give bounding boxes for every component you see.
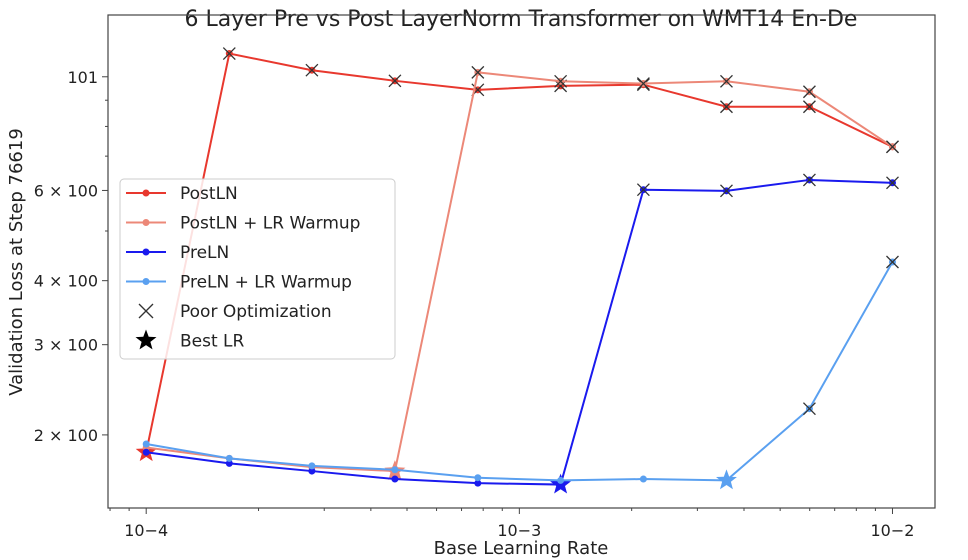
poor-optimization-marker (886, 176, 899, 190)
x-marker-stroke (720, 100, 733, 114)
legend-item: PostLN + LR Warmup (126, 214, 360, 234)
poor-optimization-marker (554, 74, 568, 88)
legend-label: PostLN (180, 184, 238, 204)
poor-optimization-marker (802, 402, 816, 416)
data-point (308, 467, 316, 475)
poor-optimization-marker (388, 74, 402, 88)
data-point (474, 474, 482, 482)
data-point (225, 454, 233, 462)
series-line (146, 178, 893, 486)
legend-label: Best LR (180, 332, 245, 352)
poor-optimization-marker (720, 74, 733, 88)
x-marker-stroke (554, 74, 568, 88)
poor-optimization-marker (636, 77, 650, 91)
x-marker-stroke (720, 184, 733, 198)
series-preln (142, 173, 899, 494)
x-marker-stroke (886, 140, 899, 154)
y-tick-label: 3 × 100 (34, 336, 98, 355)
poor-optimization-marker (802, 173, 816, 187)
legend-star-icon (135, 329, 157, 350)
legend-label: PreLN + LR Warmup (180, 273, 352, 293)
x-marker-stroke (886, 255, 899, 269)
x-marker-stroke (802, 402, 816, 416)
x-marker-stroke (636, 183, 650, 197)
poor-optimization-marker (222, 47, 236, 61)
legend-marker (142, 248, 150, 256)
series-preln-lr-warmup (142, 255, 899, 490)
legend-item: PreLN (126, 243, 229, 263)
y-tick-label: 101 (67, 68, 98, 87)
legend-item: Poor Optimization (138, 302, 332, 322)
poor-optimization-marker (886, 140, 899, 154)
poor-optimization-marker (802, 100, 816, 114)
chart-title: 6 Layer Pre vs Post LayerNorm Transforme… (185, 7, 858, 32)
data-point (639, 475, 647, 483)
legend-item: PreLN + LR Warmup (126, 273, 352, 293)
legend-item: Best LR (135, 329, 245, 352)
legend-marker (142, 189, 150, 197)
y-tick-label: 4 × 100 (34, 272, 98, 291)
data-point (308, 462, 316, 470)
axes: 10−4 10−3 10−2 2 × 100 3 × 100 4 × 100 6 × 100… (34, 14, 936, 540)
poor-optimization-marker (720, 100, 733, 114)
legend-label: PostLN + LR Warmup (180, 214, 360, 234)
poor-optimization-marker (886, 255, 899, 269)
legend-label: Poor Optimization (180, 302, 332, 322)
poor-optimization-marker (802, 85, 816, 99)
series-line (145, 52, 893, 453)
plot-frame (107, 14, 936, 509)
data-point (391, 475, 399, 483)
y-tick-label: 6 × 100 (34, 181, 98, 200)
x-marker-stroke (886, 176, 899, 190)
data-point (142, 440, 150, 448)
y-tick-label: 2 × 100 (34, 426, 98, 445)
data-point (142, 448, 150, 456)
x-marker-stroke (471, 65, 485, 79)
x-marker-stroke (388, 74, 402, 88)
x-marker-stroke (138, 303, 154, 319)
legend-label: PreLN (180, 243, 229, 263)
x-marker-stroke (305, 63, 319, 77)
poor-optimization-marker (305, 63, 319, 77)
x-marker-stroke (802, 173, 816, 187)
poor-optimization-marker (471, 65, 485, 79)
data-point (474, 479, 482, 487)
data-point (225, 459, 233, 467)
x-marker-stroke (802, 85, 816, 99)
best-lr-star (716, 469, 737, 490)
x-marker-stroke (222, 47, 236, 61)
x-tick-label: 10−2 (871, 521, 915, 540)
series-line (146, 261, 894, 482)
legend-marker (142, 219, 150, 226)
y-axis-label: Validation Loss at Step 76619 (6, 128, 27, 396)
legend-item: PostLN (126, 184, 238, 204)
legend-x-icon (138, 303, 154, 319)
legend-box (119, 178, 396, 360)
legend-marker (142, 278, 150, 285)
x-tick-label: 10−4 (124, 521, 168, 540)
x-marker-stroke (636, 77, 650, 91)
poor-optimization-marker (636, 183, 650, 197)
legend: PostLN PostLN + LR Warmup PreLN PreLN + LR … (119, 178, 396, 360)
data-point (557, 476, 565, 484)
data-point (391, 466, 399, 474)
x-marker-stroke (720, 74, 733, 88)
poor-optimization-marker (720, 184, 733, 198)
x-axis-label: Base Learning Rate (434, 538, 609, 559)
x-tick-label: 10−3 (497, 521, 541, 540)
series-layer (135, 47, 899, 494)
x-marker-stroke (802, 100, 816, 114)
